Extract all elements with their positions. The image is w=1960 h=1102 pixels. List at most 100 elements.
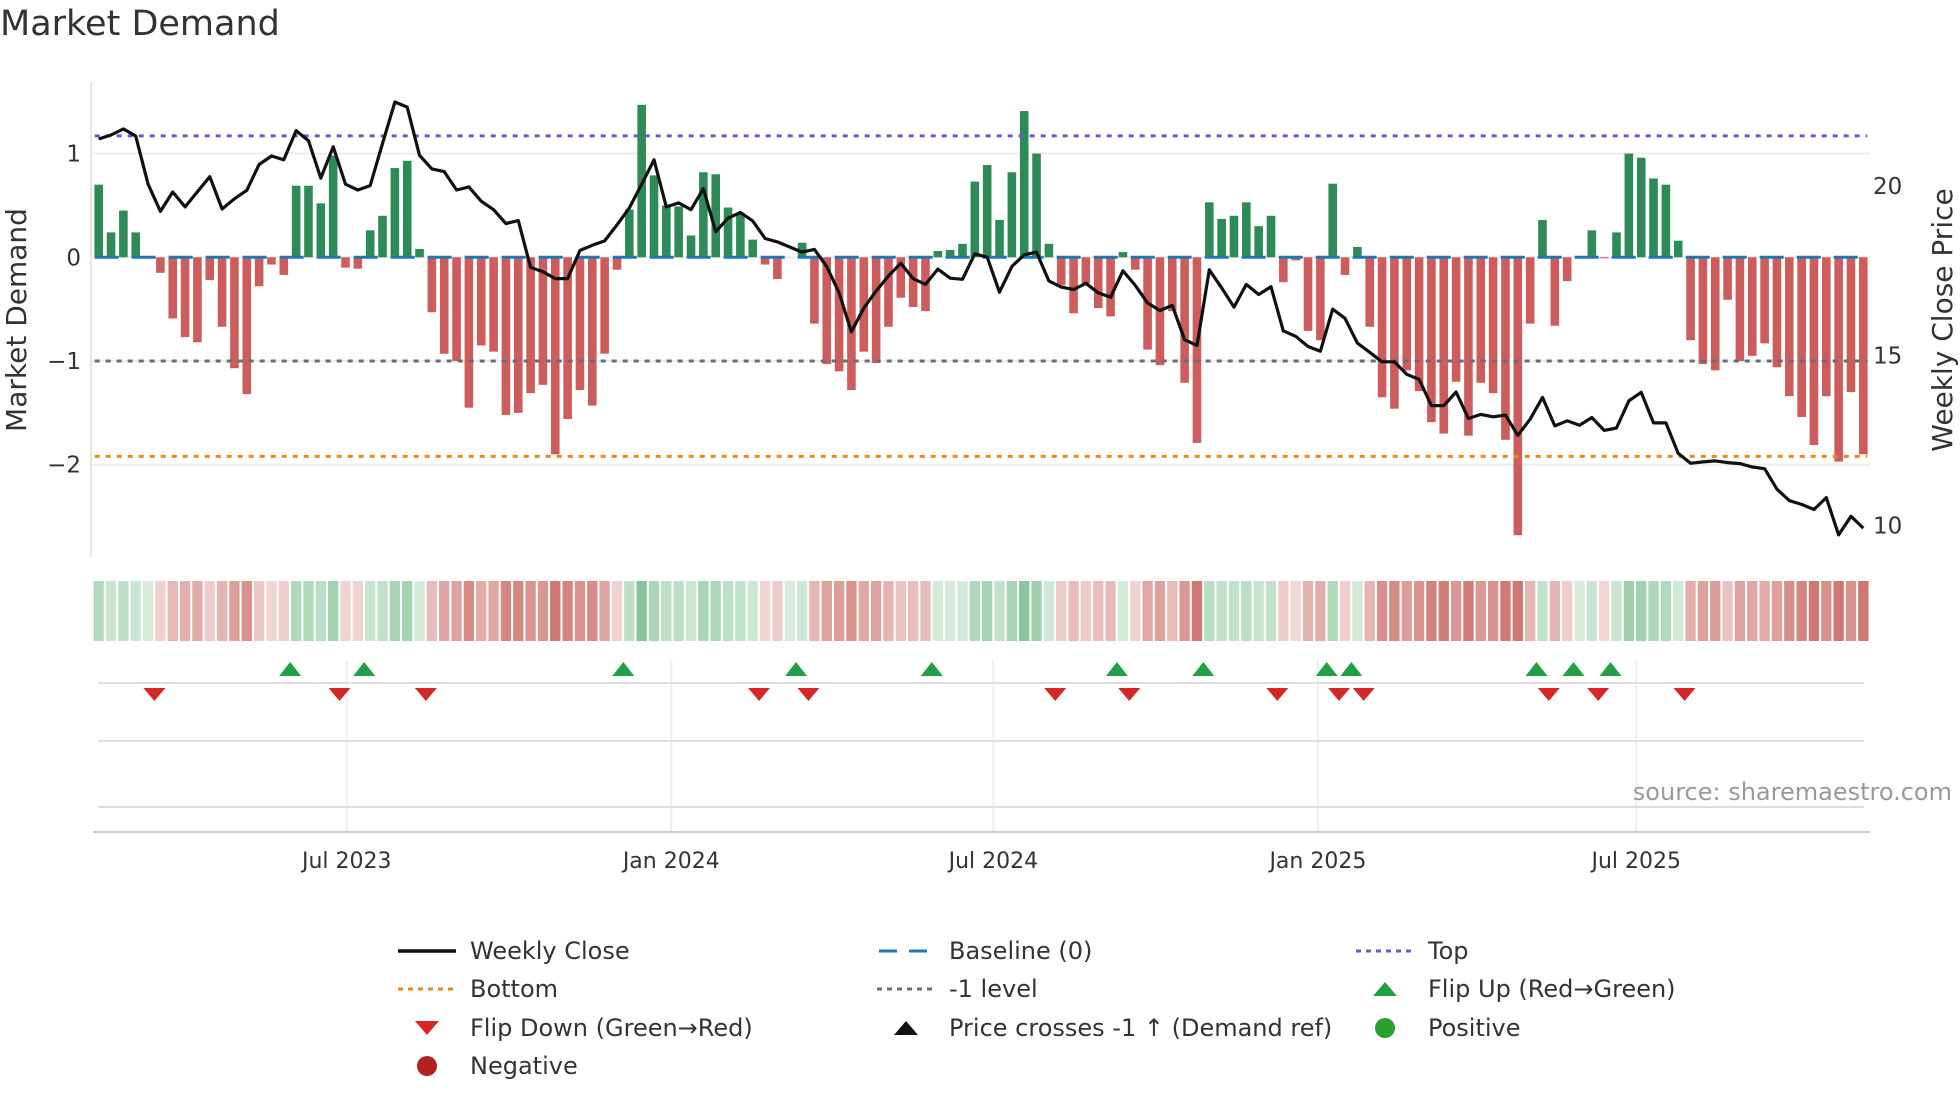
demand-bar-negative (1476, 257, 1486, 383)
demand-bar-negative (773, 257, 782, 280)
flip-up-marker (920, 662, 943, 676)
heat-strip-cell (772, 581, 783, 641)
legend-dot-icon (417, 1056, 437, 1076)
demand-bar-positive (995, 219, 1004, 258)
heat-strip-cell (1821, 581, 1832, 641)
demand-bar-negative (1501, 257, 1510, 440)
legend-triangle-up-icon (1373, 982, 1397, 996)
demand-bar-negative (1081, 257, 1091, 284)
demand-bar-negative (501, 257, 511, 415)
demand-bar-negative (1698, 257, 1708, 365)
demand-bar-positive (1587, 230, 1597, 258)
heat-strip-cell (1006, 581, 1018, 641)
weekly-close-line (98, 100, 1865, 537)
x-tick-label: Jul 2023 (300, 849, 392, 874)
demand-bar-negative (575, 257, 585, 391)
heat-strip-cell (636, 581, 647, 641)
demand-bar-negative (1550, 257, 1560, 326)
demand-bar-positive (365, 230, 375, 258)
heat-strip-cell (488, 581, 499, 641)
heat-strip-cell (1043, 581, 1055, 641)
demand-bar-negative (254, 257, 264, 287)
heat-strip-cell (1142, 581, 1153, 641)
demand-bar-negative (1747, 257, 1757, 356)
demand-bar-negative (896, 257, 906, 298)
demand-bar-negative (1167, 257, 1177, 312)
demand-bar-negative (1365, 257, 1375, 327)
heat-strip-cell (698, 581, 709, 641)
demand-bar-negative (1451, 257, 1461, 382)
demand-bar-negative (353, 257, 363, 269)
demand-bar-positive (649, 175, 659, 258)
demand-bar-positive (316, 203, 326, 258)
heat-strip-cell (1068, 581, 1079, 641)
demand-bar-positive (797, 242, 807, 258)
flip-up-marker (1525, 662, 1548, 676)
demand-bar-negative (1291, 257, 1300, 261)
heat-strip-cell (167, 581, 178, 641)
heat-strip-cell (1808, 581, 1820, 641)
demand-bar-negative (1340, 257, 1350, 275)
heat-strip-cell (1327, 581, 1338, 641)
flip-up-marker (1340, 662, 1363, 676)
heat-strip-cell (883, 581, 894, 641)
heat-strip-cell (1771, 581, 1783, 641)
demand-bar-negative (168, 257, 178, 319)
heat-strip-cell (1660, 581, 1672, 641)
heat-strip-cell (1759, 581, 1770, 641)
demand-bar-positive (291, 185, 301, 258)
heat-strip-cell (327, 581, 339, 641)
heat-strip-cell (118, 581, 129, 641)
heat-strip-cell (784, 581, 795, 641)
demand-bar-negative (267, 257, 276, 265)
heat-strip-cell (1487, 581, 1499, 641)
flip-down-marker (143, 688, 166, 701)
legend-item: Flip Up (Red→Green) (1356, 974, 1676, 1004)
heat-strip-cell (204, 581, 215, 641)
heat-strip-cell (759, 581, 771, 641)
heat-strip-cell (1290, 581, 1301, 641)
demand-bar-negative (1710, 257, 1720, 371)
demand-bar-negative (550, 257, 560, 455)
heat-strip-cell (1253, 581, 1264, 641)
heat-strip-cell (402, 581, 413, 641)
heat-strip-cell (500, 581, 512, 641)
heat-strip-cell (1673, 581, 1684, 641)
heat-strip-cell (1376, 581, 1388, 641)
legend-label: Weekly Close (470, 937, 630, 965)
demand-bar-negative (1686, 257, 1695, 341)
heat-strip-cell (1031, 581, 1042, 641)
heat-strip-cell (611, 581, 623, 641)
demand-bar-negative (1809, 257, 1819, 445)
demand-bar-positive (982, 164, 992, 258)
demand-bar-negative (1316, 257, 1325, 341)
demand-bar-negative (513, 257, 523, 413)
heat-strip-cell (1524, 581, 1536, 641)
heat-strip-cell (229, 581, 240, 641)
demand-bar-negative (871, 257, 881, 364)
heat-strip-cell (1463, 581, 1474, 641)
demand-bar-positive (390, 168, 400, 258)
demand-bar-positive (662, 205, 671, 258)
y2-tick-label: 10 (1873, 513, 1902, 539)
demand-bar-positive (415, 248, 424, 258)
heat-strip-cell (747, 581, 758, 641)
legend-item: Baseline (0) (877, 936, 1092, 966)
demand-bar-negative (760, 257, 770, 265)
legend-item: Weekly Close (398, 936, 630, 966)
demand-bar-negative (1390, 257, 1399, 409)
flip-up-marker (279, 662, 302, 676)
demand-bar-negative (1106, 257, 1115, 317)
demand-bar-positive (945, 250, 955, 258)
demand-bar-negative (489, 257, 498, 352)
heat-strip-cell (1278, 581, 1289, 641)
heat-strip-cell (932, 581, 943, 641)
flip-down-marker (414, 688, 437, 701)
flip-down-marker (1352, 688, 1375, 701)
demand-bar-negative (859, 257, 869, 352)
heat-strip-cell (957, 581, 968, 641)
demand-bar-negative (1414, 257, 1424, 392)
demand-bar-negative (612, 257, 622, 270)
heat-strip-cell (241, 581, 252, 641)
heat-strip-cell (1105, 581, 1116, 641)
